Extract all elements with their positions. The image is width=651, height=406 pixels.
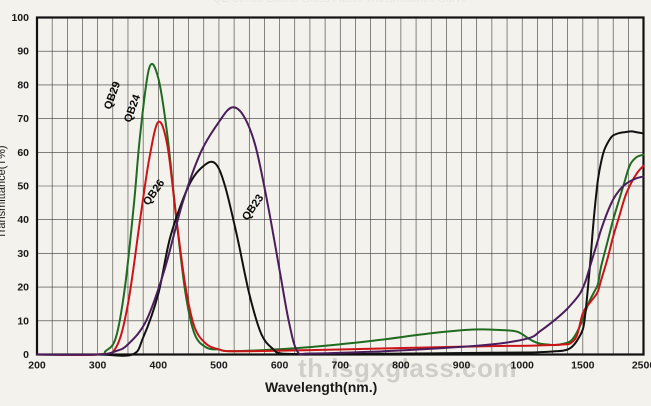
svg-text:400: 400 — [150, 360, 168, 372]
svg-text:50: 50 — [17, 181, 29, 193]
svg-text:60: 60 — [17, 147, 29, 159]
svg-text:200: 200 — [28, 360, 46, 372]
svg-text:80: 80 — [17, 79, 29, 91]
svg-text:30: 30 — [17, 248, 29, 260]
svg-text:90: 90 — [17, 46, 29, 58]
svg-text:500: 500 — [210, 360, 228, 372]
svg-text:0: 0 — [23, 349, 29, 361]
svg-text:600: 600 — [271, 360, 289, 372]
svg-text:70: 70 — [17, 113, 29, 125]
svg-text:100: 100 — [11, 12, 29, 24]
svg-text:10: 10 — [17, 315, 29, 327]
svg-text:300: 300 — [89, 360, 107, 372]
svg-text:20: 20 — [17, 282, 29, 294]
svg-text:40: 40 — [17, 214, 29, 226]
